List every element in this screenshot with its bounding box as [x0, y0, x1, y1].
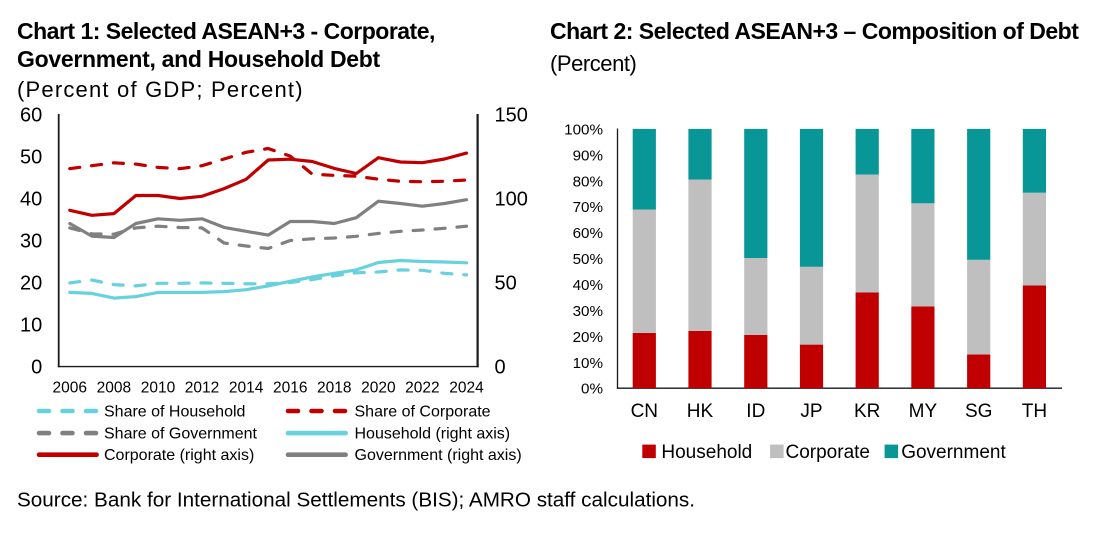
svg-text:10: 10 [20, 315, 42, 337]
svg-text:2008: 2008 [97, 379, 131, 396]
svg-text:60%: 60% [573, 225, 603, 242]
svg-text:20%: 20% [573, 329, 603, 346]
svg-text:TH: TH [1022, 401, 1047, 422]
svg-text:2006: 2006 [53, 379, 87, 396]
svg-text:60: 60 [20, 105, 42, 127]
svg-text:2012: 2012 [185, 379, 219, 396]
svg-text:Corporate: Corporate [786, 442, 871, 463]
svg-text:100: 100 [495, 189, 528, 211]
svg-text:Source: Bank for International: Source: Bank for International Settlemen… [17, 489, 695, 512]
svg-text:0: 0 [31, 357, 42, 379]
svg-text:30: 30 [20, 231, 42, 253]
svg-text:Share of Household: Share of Household [104, 403, 245, 420]
svg-text:10%: 10% [573, 355, 603, 372]
svg-text:Chart 1: Selected ASEAN+3 - Co: Chart 1: Selected ASEAN+3 - Corporate, [17, 18, 435, 44]
svg-text:50: 50 [495, 273, 517, 295]
svg-text:SG: SG [965, 401, 992, 422]
svg-text:150: 150 [495, 105, 528, 127]
svg-text:HK: HK [687, 401, 714, 422]
svg-text:0: 0 [495, 357, 506, 379]
svg-text:(Percent of GDP; Percent): (Percent of GDP; Percent) [17, 77, 304, 102]
svg-text:Government, and Household Debt: Government, and Household Debt [17, 46, 381, 72]
svg-text:30%: 30% [573, 303, 603, 320]
svg-text:Government: Government [901, 442, 1006, 463]
svg-text:CN: CN [631, 401, 658, 422]
svg-text:(Percent): (Percent) [550, 51, 636, 76]
svg-text:2010: 2010 [141, 379, 176, 396]
svg-text:2024: 2024 [449, 379, 484, 396]
svg-text:2016: 2016 [273, 379, 307, 396]
svg-text:2020: 2020 [361, 379, 396, 396]
svg-text:Government (right axis): Government (right axis) [355, 447, 522, 464]
svg-text:40%: 40% [573, 277, 603, 294]
svg-text:2014: 2014 [229, 379, 264, 396]
svg-text:80%: 80% [573, 173, 603, 190]
svg-text:KR: KR [854, 401, 880, 422]
svg-text:2022: 2022 [405, 379, 439, 396]
svg-text:ID: ID [746, 401, 765, 422]
svg-text:Corporate (right axis): Corporate (right axis) [104, 447, 254, 464]
svg-text:70%: 70% [573, 199, 603, 216]
svg-text:Chart 2: Selected ASEAN+3 – Co: Chart 2: Selected ASEAN+3 – Composition … [550, 18, 1079, 44]
svg-text:Share of Government: Share of Government [104, 425, 258, 442]
svg-text:2018: 2018 [317, 379, 351, 396]
svg-text:MY: MY [909, 401, 938, 422]
svg-text:40: 40 [20, 189, 42, 211]
svg-text:Household: Household [661, 442, 752, 463]
svg-text:0%: 0% [581, 381, 603, 398]
svg-text:JP: JP [800, 401, 822, 422]
svg-text:50%: 50% [573, 251, 603, 268]
svg-text:Share of Corporate: Share of Corporate [355, 403, 491, 420]
svg-text:90%: 90% [573, 147, 603, 164]
svg-text:20: 20 [20, 273, 42, 295]
svg-text:100%: 100% [564, 121, 603, 138]
svg-text:Household (right axis): Household (right axis) [355, 425, 511, 442]
svg-text:50: 50 [20, 147, 42, 169]
